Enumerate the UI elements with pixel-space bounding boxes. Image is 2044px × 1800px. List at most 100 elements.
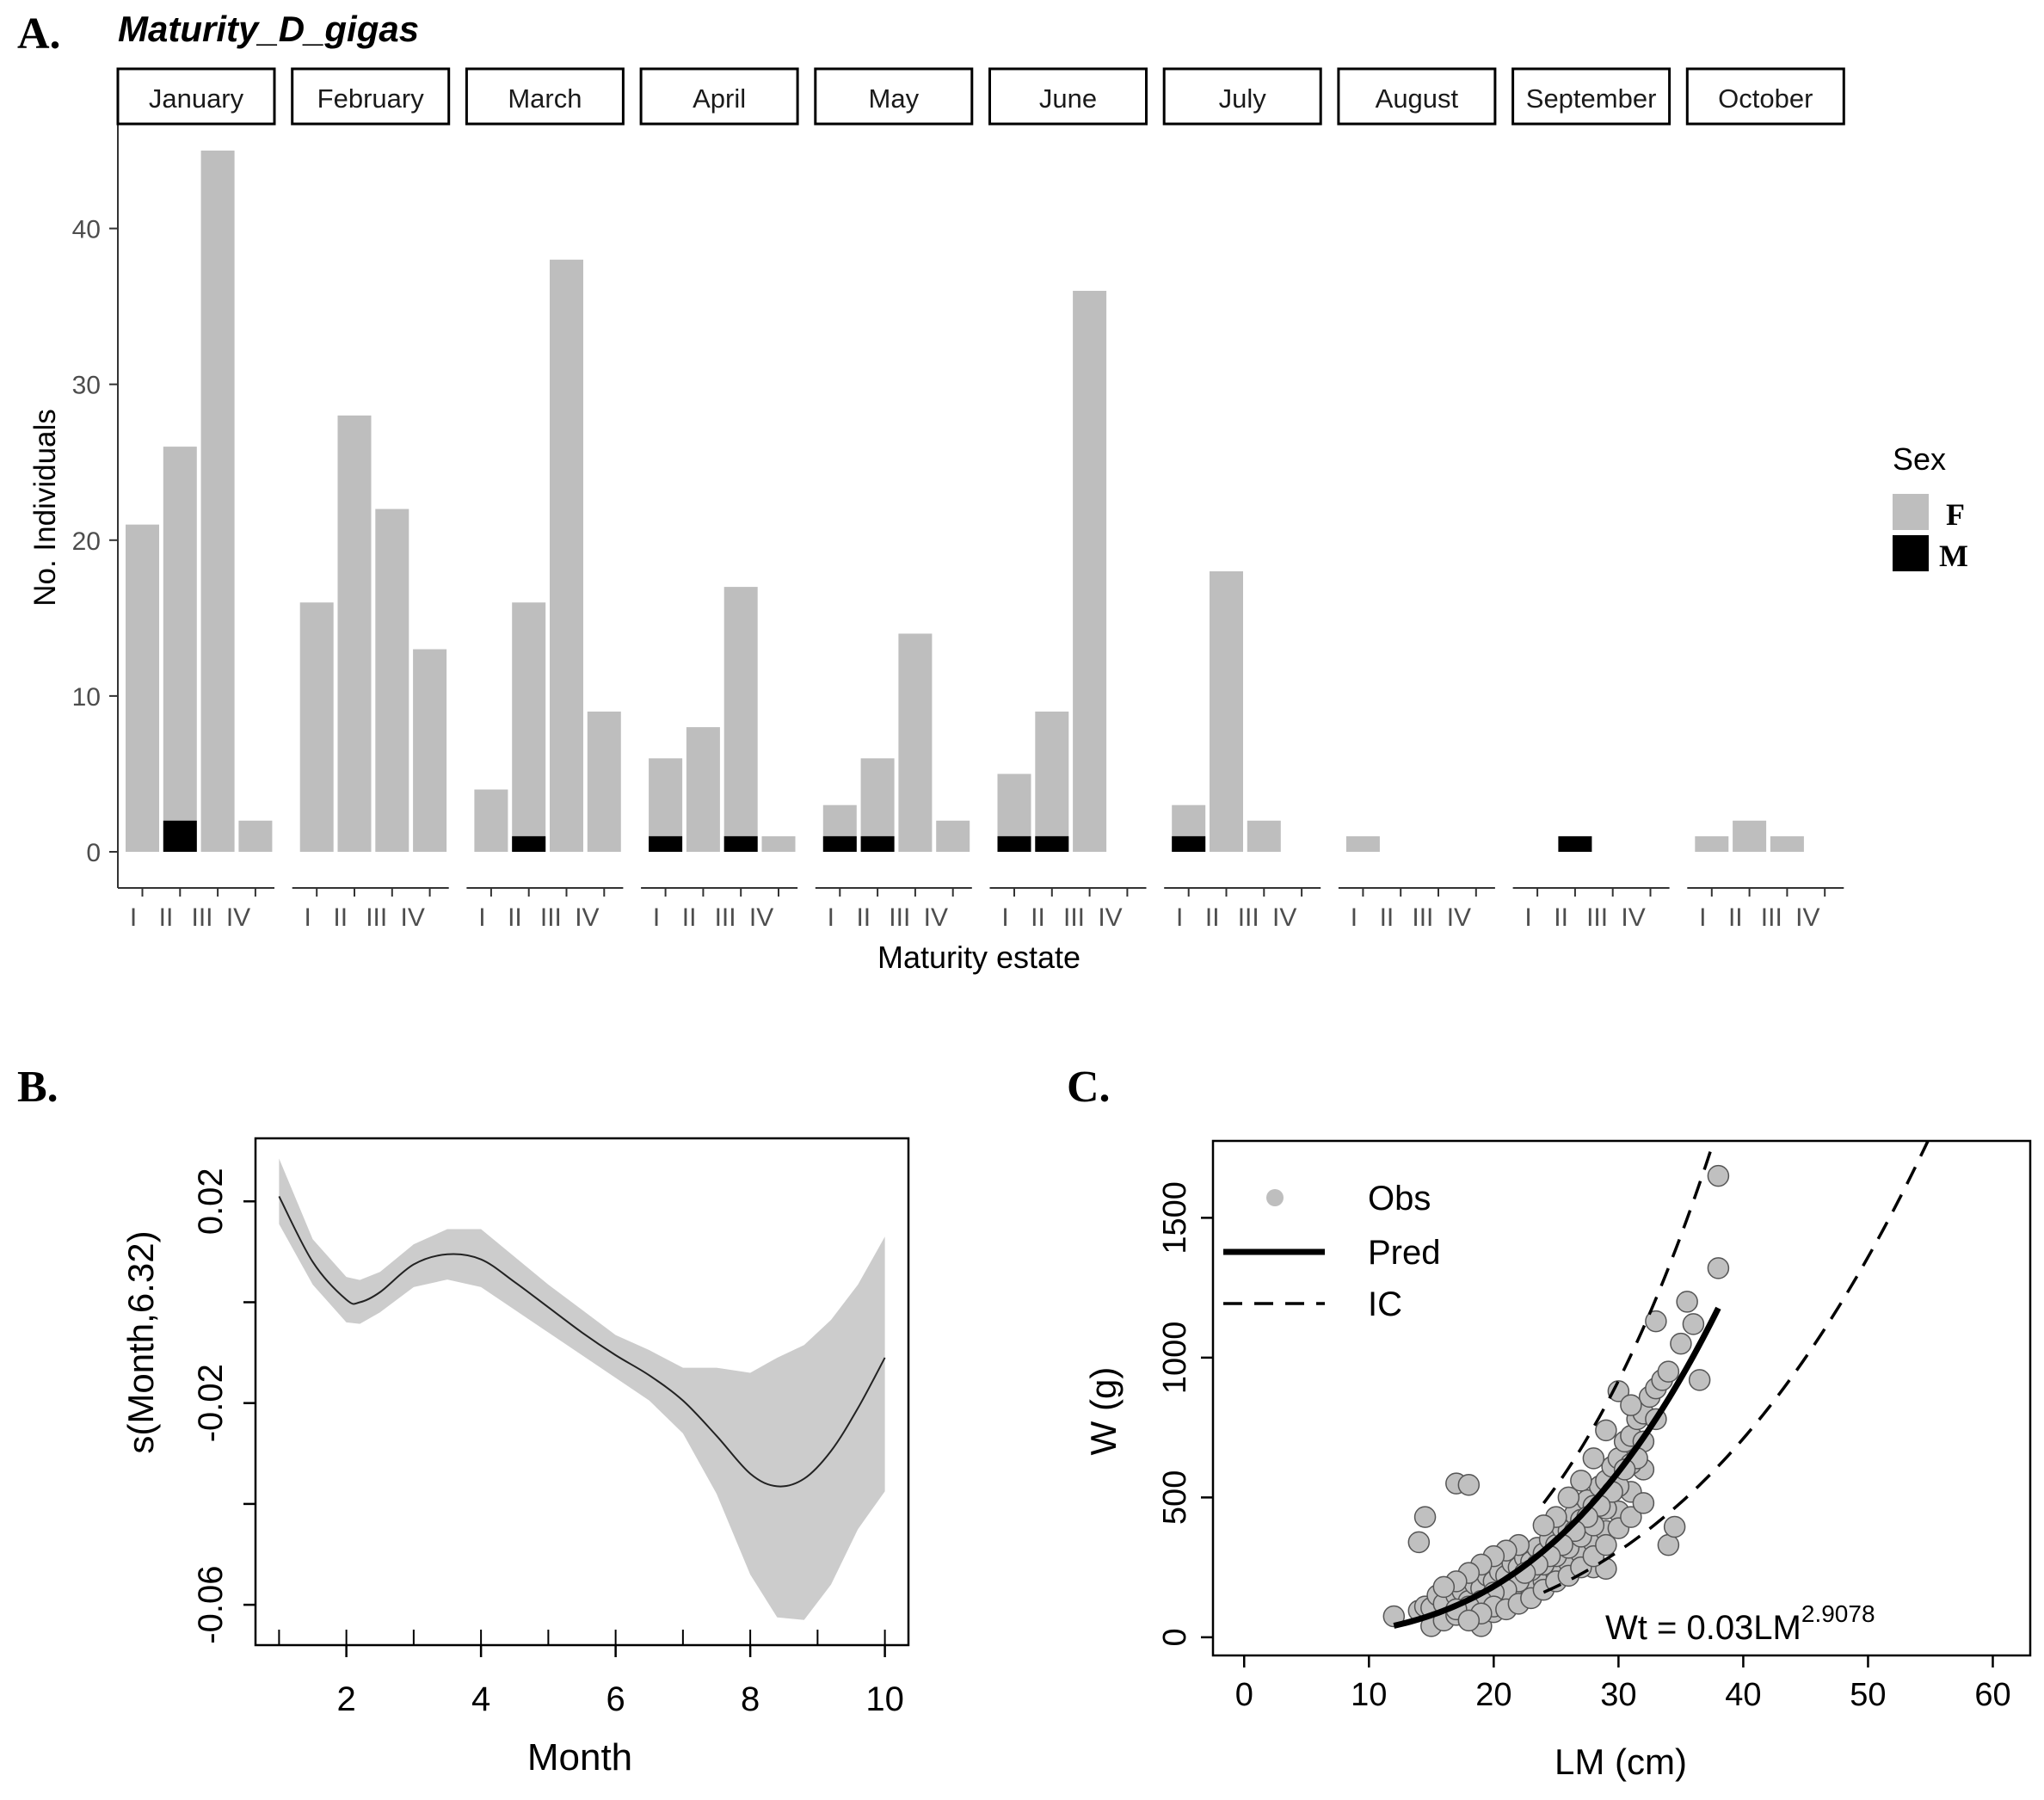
obs-point <box>1407 1531 1431 1554</box>
bar-female <box>337 415 372 852</box>
chart-c-xlabel: LM (cm) <box>1555 1741 1687 1782</box>
category-tick-label: II <box>1728 903 1743 932</box>
obs-point <box>1413 1506 1437 1528</box>
bar-male <box>723 835 758 852</box>
chart-b-plot-frame <box>254 1137 910 1647</box>
equation-lhs: Wt = 0.03LM <box>1605 1609 1801 1647</box>
bar-female <box>512 602 546 852</box>
ic-upper-curve <box>1542 1141 1716 1505</box>
bar-male <box>1035 835 1069 852</box>
chart-a-ylabel: No. Individuals <box>28 409 62 607</box>
bar-female <box>550 259 583 852</box>
bar-male <box>512 835 546 852</box>
facet-label: October <box>1718 83 1813 114</box>
category-tick-label: II <box>333 903 348 932</box>
category-tick-label: IV <box>1795 903 1819 932</box>
chart-a-ytick-label: 20 <box>72 527 101 556</box>
smooth-curve <box>278 1195 886 1488</box>
panel-label-a: A. <box>17 9 61 59</box>
category-tick-label: I <box>1351 903 1358 932</box>
legend-swatch-f <box>1893 494 1929 530</box>
bar-male <box>860 835 895 852</box>
obs-point <box>1582 1447 1605 1470</box>
bar-female <box>1210 571 1243 852</box>
legend-label-m: M <box>1939 539 1968 573</box>
month-smooth-chart: Month s(Month,6.32) 2 4 6 8 10 0.02 -0.02 -0.06 <box>120 1137 910 1778</box>
chart-a-ytick-label: 0 <box>86 839 101 867</box>
category-tick-label: II <box>1380 903 1394 932</box>
chart-b-ytick-label: -0.06 <box>192 1566 230 1644</box>
chart-c-xtick-label: 0 <box>1235 1677 1253 1713</box>
obs-point <box>1595 1533 1617 1557</box>
obs-point <box>1682 1313 1705 1335</box>
obs-point <box>1632 1492 1655 1514</box>
confidence-band <box>279 1158 885 1620</box>
bar-female <box>375 509 409 852</box>
obs-point <box>1532 1514 1555 1537</box>
category-tick-label: IV <box>1098 903 1122 932</box>
bar-female <box>761 835 796 852</box>
bar-female <box>1695 835 1729 852</box>
legend-ic-label: IC <box>1368 1285 1402 1323</box>
chart-b-xtick-label: 10 <box>865 1680 904 1718</box>
facet-label: July <box>1219 83 1267 114</box>
bar-female <box>126 524 159 852</box>
chart-b-xtick-label: 6 <box>606 1680 625 1718</box>
pred-curve <box>1393 1306 1721 1629</box>
bar-female <box>299 602 334 852</box>
length-weight-chart: LM (cm) W (g) Obs Pred IC Wt = 0.03LM2.9… <box>1083 1139 2032 1782</box>
facet-label: May <box>869 83 920 114</box>
bar-female <box>898 633 933 852</box>
obs-point <box>1620 1506 1642 1528</box>
facet-strip <box>465 67 625 126</box>
category-tick-label: I <box>130 903 137 932</box>
category-tick-label: I <box>1524 903 1531 932</box>
bar-female <box>1035 712 1069 852</box>
category-tick-label: IV <box>1621 903 1645 932</box>
bar-female <box>587 712 621 852</box>
obs-point <box>1688 1369 1711 1391</box>
obs-point <box>1663 1515 1686 1538</box>
category-tick-label: III <box>1063 903 1085 932</box>
obs-point <box>1607 1380 1630 1402</box>
bar-male <box>649 835 683 852</box>
obs-point <box>1657 1533 1680 1557</box>
chart-b-xtick-label: 8 <box>741 1680 760 1718</box>
legend-label-f: F <box>1946 497 1965 532</box>
bar-female <box>1247 820 1281 852</box>
bar-female <box>200 151 235 852</box>
facet-label: January <box>149 83 244 114</box>
bar-male <box>1172 835 1206 852</box>
ic-lower-curve <box>1542 1141 1930 1594</box>
bar-female <box>686 727 720 852</box>
category-tick-label: IV <box>226 903 250 932</box>
obs-point <box>1432 1575 1456 1599</box>
chart-a-ytick-label: 30 <box>72 372 101 400</box>
chart-c-ytick-label: 1500 <box>1157 1181 1193 1254</box>
obs-point <box>1707 1164 1730 1187</box>
chart-a-xlabel: Maturity estate <box>877 940 1080 975</box>
chart-c-xtick-label: 30 <box>1600 1677 1636 1713</box>
chart-c-xtick-label: 40 <box>1725 1677 1761 1713</box>
category-tick-label: III <box>1412 903 1433 932</box>
category-tick-label: I <box>1699 903 1706 932</box>
chart-c-xtick-label: 50 <box>1850 1677 1886 1713</box>
bar-female <box>1073 291 1107 852</box>
model-lines <box>1393 1141 1930 1629</box>
facet-strip <box>814 67 974 126</box>
category-tick-label: III <box>191 903 212 932</box>
legend-obs-marker <box>1266 1189 1284 1206</box>
category-tick-label: I <box>1001 903 1008 932</box>
facet-strip <box>1162 67 1322 126</box>
chart-c-plot-frame <box>1211 1139 2032 1657</box>
obs-point <box>1645 1310 1667 1333</box>
equation-exponent: 2.9078 <box>1801 1600 1875 1627</box>
bar-female <box>1770 835 1804 852</box>
chart-b-xtick-label: 4 <box>471 1680 490 1718</box>
obs-point <box>1570 1470 1592 1492</box>
category-tick-label: I <box>305 903 311 932</box>
bar-male <box>822 835 857 852</box>
obs-point <box>1670 1332 1692 1355</box>
category-tick-label: III <box>1761 903 1782 932</box>
category-tick-label: II <box>1031 903 1045 932</box>
